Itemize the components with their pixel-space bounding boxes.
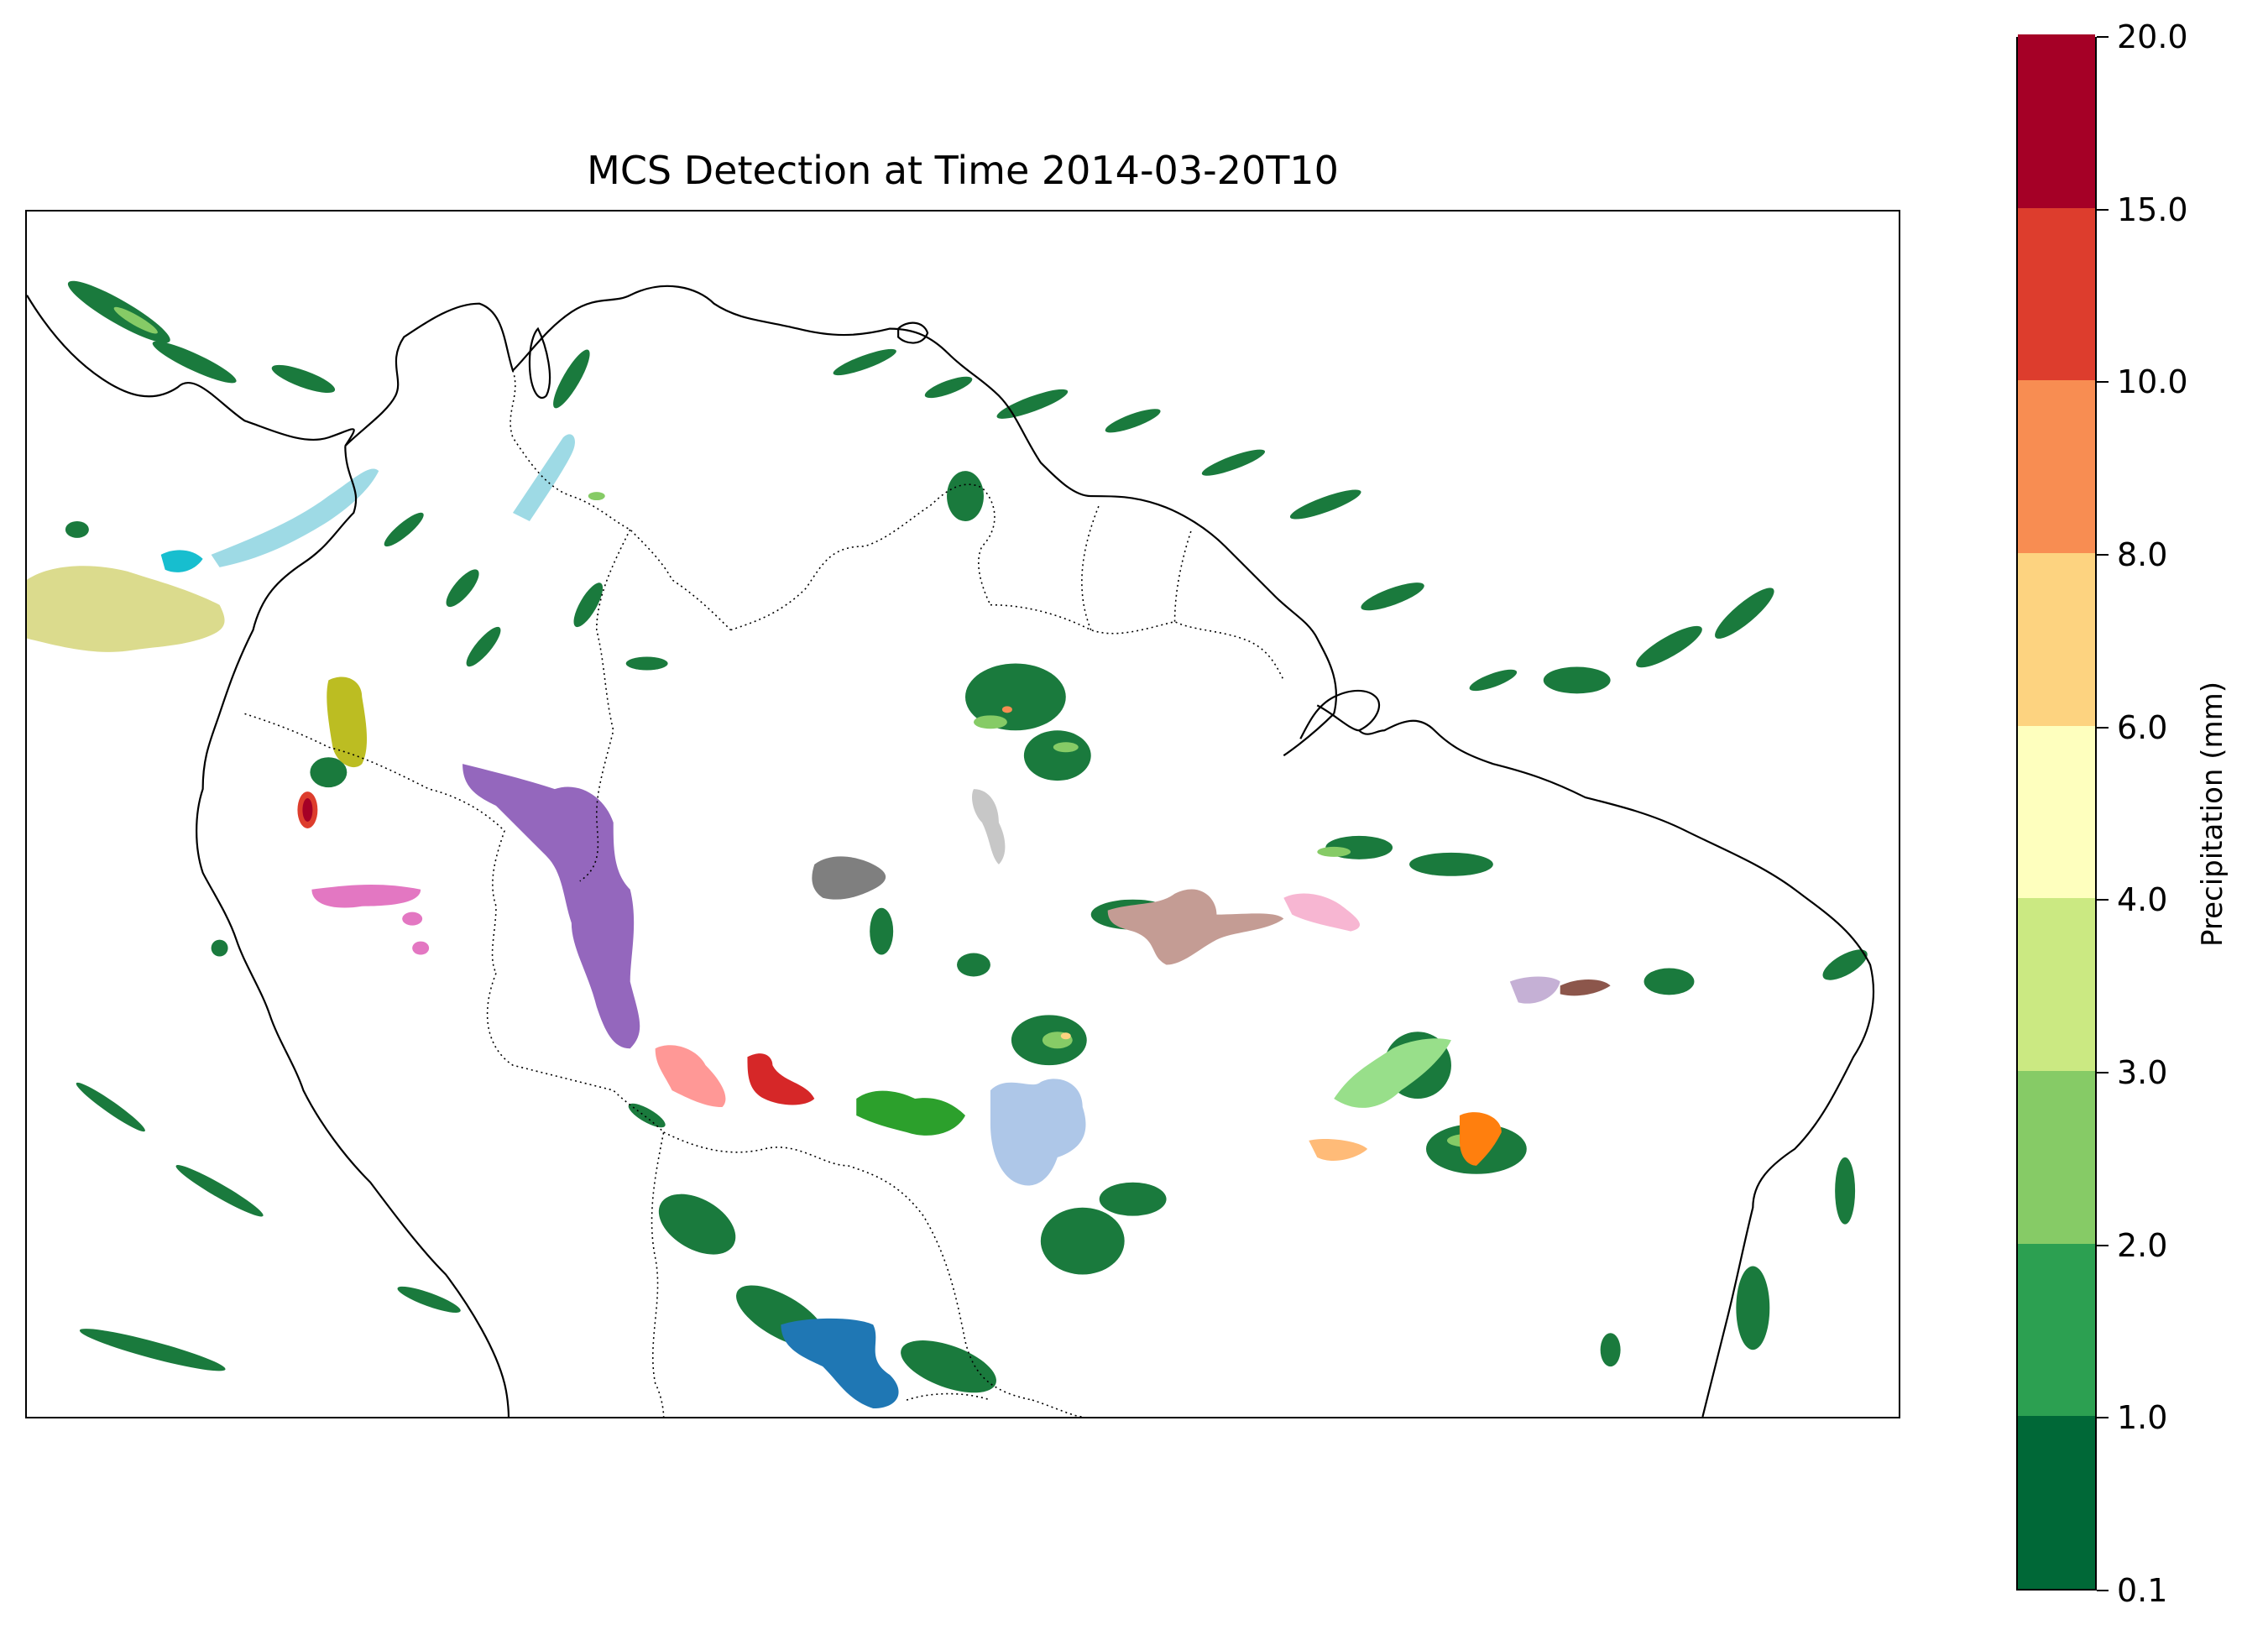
colorbar-band [2018, 897, 2095, 1071]
colorbar-band [2018, 34, 2095, 208]
mcs-cluster-peach [1309, 1138, 1368, 1161]
rain-cells-heavy [297, 706, 1071, 1040]
coastline-pacific [196, 446, 510, 1417]
map-canvas [27, 280, 1875, 1417]
colorbar-tick-label: 1.0 [2117, 1399, 2168, 1437]
border-bolivia-brazil [663, 1131, 1033, 1401]
colorbar-band [2018, 1242, 2095, 1417]
colorbar-band [2018, 1415, 2095, 1589]
colorbar-tick-mark [2097, 36, 2109, 38]
border-guyana-suriname [1081, 504, 1193, 630]
coastline-island-trinidad [897, 321, 929, 344]
border-colombia-ecuador-peru [244, 713, 505, 974]
border-bolivia-south [906, 1392, 1083, 1417]
mcs-cluster-olive [327, 676, 368, 768]
coastline-caribbean [344, 285, 1338, 714]
coastline-amazon-delta [1283, 689, 1875, 1417]
mcs-detections [27, 434, 1611, 1409]
mcs-cluster-silver [972, 789, 1006, 865]
mcs-cluster-pink [1283, 893, 1361, 932]
colorbar-band [2018, 206, 2095, 381]
colorbar-band [2018, 1070, 2095, 1244]
mcs-cluster-magenta [311, 884, 421, 908]
mcs-cluster-brown [1560, 979, 1611, 996]
colorbar-tick-label: 10.0 [2117, 363, 2188, 401]
map-frame [25, 210, 1900, 1418]
border-peru-brazil [486, 973, 665, 1417]
colorbar-tick-label: 20.0 [2117, 18, 2188, 55]
colorbar-tick-mark [2097, 1244, 2109, 1246]
mcs-cluster-magenta-fragment [402, 912, 423, 926]
colorbar-tick-mark [2097, 554, 2109, 556]
colorbar-band [2018, 379, 2095, 553]
colorbar-tick-label: 4.0 [2117, 881, 2168, 919]
colorbar-tick-label: 0.1 [2117, 1572, 2168, 1609]
mcs-cluster-gray [812, 856, 886, 900]
colorbar-tick-mark [2097, 208, 2109, 211]
border-colombia-venezuela [510, 370, 732, 631]
colorbar [2016, 34, 2097, 1591]
mcs-cluster-light-green [1334, 1038, 1451, 1108]
colorbar-tick-mark [2097, 1072, 2109, 1073]
rain-cells-moderate [113, 306, 1489, 1147]
border-venezuela-brazil [730, 483, 996, 631]
mcs-cluster-green [856, 1090, 965, 1136]
mcs-cluster-red [747, 1053, 815, 1105]
colorbar-tick-mark [2097, 899, 2109, 901]
colorbar-tick-label: 2.0 [2117, 1226, 2168, 1264]
colorbar-label: Precipitation (mm) [2196, 681, 2229, 948]
colorbar-tick-mark [2097, 1417, 2109, 1419]
colorbar-tick-label: 3.0 [2117, 1054, 2168, 1091]
country-borders [244, 370, 1285, 1417]
mcs-cluster-khaki [27, 566, 225, 652]
mcs-cluster-blue [781, 1318, 899, 1409]
coastline-lake-maracaibo [528, 326, 551, 399]
mcs-cluster-rose [1107, 889, 1284, 965]
colorbar-band [2018, 724, 2095, 899]
mcs-cluster-orange [1459, 1112, 1502, 1166]
mcs-cluster-light-cyan [211, 468, 379, 567]
mcs-cluster-purple [462, 764, 640, 1049]
mcs-cluster-cyan [160, 550, 203, 572]
colorbar-tick-mark [2097, 381, 2109, 384]
coastlines [27, 285, 1875, 1417]
border-colombia-brazil [579, 529, 631, 882]
mcs-cluster-lavender [1509, 976, 1560, 1004]
colorbar-band [2018, 552, 2095, 726]
mcs-cluster-light-blue [990, 1079, 1086, 1186]
colorbar-tick-label: 8.0 [2117, 536, 2168, 573]
coastline-central-america [27, 295, 355, 447]
border-guianas [990, 603, 1285, 681]
precipitation-field [65, 280, 1868, 1393]
colorbar-tick-mark [2097, 726, 2109, 729]
colorbar-tick-label: 6.0 [2117, 708, 2168, 746]
mcs-cluster-salmon [655, 1045, 726, 1108]
rain-cells-northwest [65, 280, 1868, 1393]
colorbar-tick-label: 15.0 [2117, 191, 2188, 228]
map-title: MCS Detection at Time 2014-03-20T10 [587, 148, 1339, 193]
colorbar-tick-mark [2097, 1590, 2109, 1591]
mcs-cluster-light-cyan-north [512, 434, 575, 521]
mcs-cluster-magenta-fragment-2 [412, 941, 430, 955]
